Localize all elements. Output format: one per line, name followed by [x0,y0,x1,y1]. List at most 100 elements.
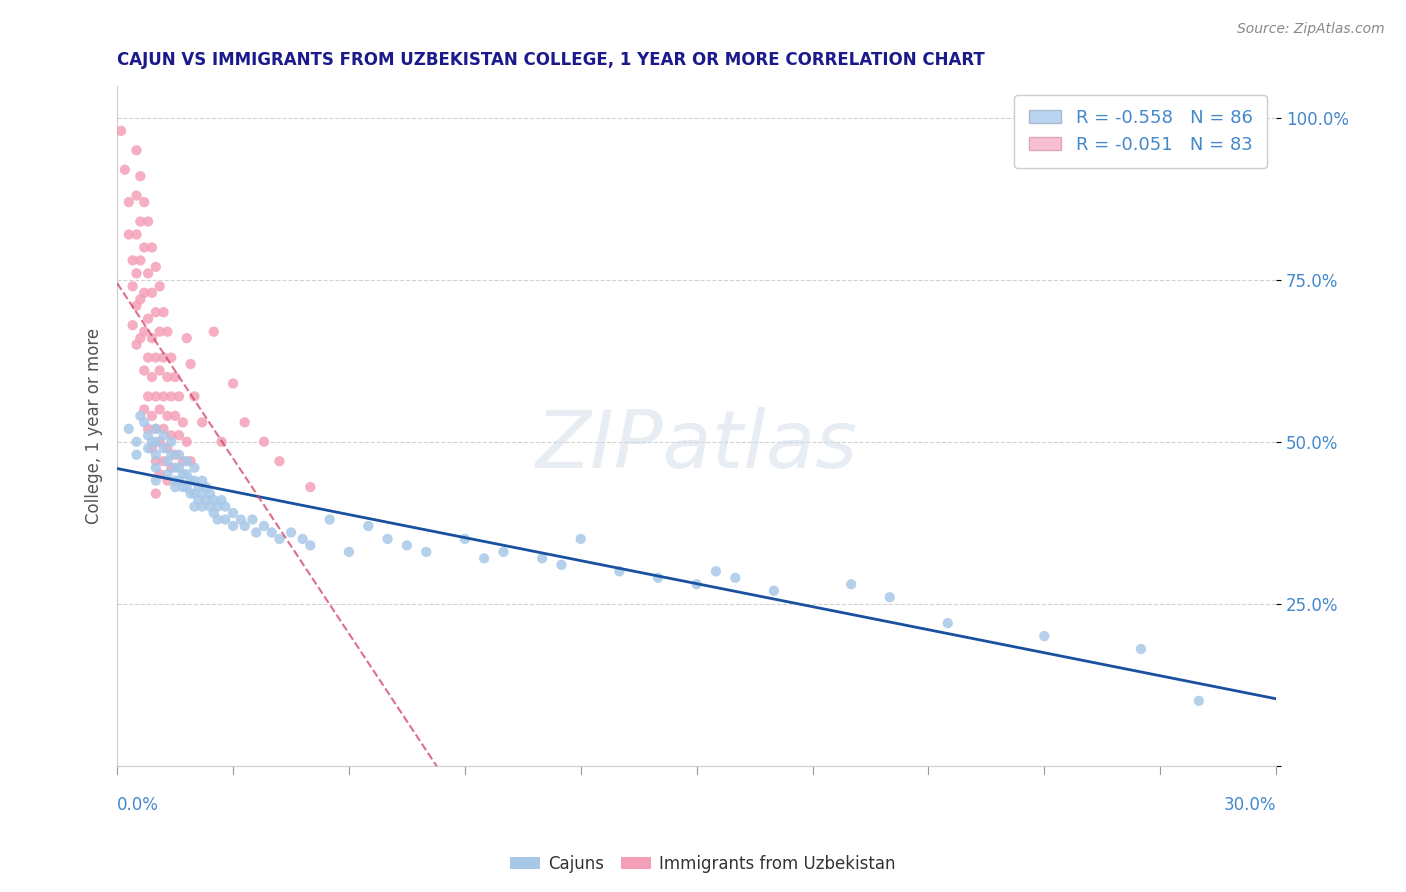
Point [141,434,163,449]
Point [145,448,167,462]
Point [165,460,187,475]
Point [136,311,159,326]
Point [167,428,190,442]
Point [195,480,218,494]
Point [121,279,143,293]
Point [183,500,205,514]
Point [160,351,183,365]
Point [222,376,245,391]
Point [492,545,515,559]
Point [172,467,194,482]
Point [165,448,187,462]
Point [176,331,198,345]
Point [125,337,148,351]
Point [214,512,236,526]
Point [152,422,174,436]
Legend: Cajuns, Immigrants from Uzbekistan: Cajuns, Immigrants from Uzbekistan [503,848,903,880]
Point [125,434,148,449]
Point [145,305,167,319]
Point [165,474,187,488]
Point [233,519,256,533]
Point [165,480,187,494]
Point [141,240,163,254]
Point [145,260,167,274]
Point [129,169,152,184]
Point [183,486,205,500]
Point [145,486,167,500]
Point [160,428,183,442]
Point [167,448,190,462]
Point [187,480,209,494]
Point [136,422,159,436]
Point [176,480,198,494]
Point [245,525,267,540]
Point [222,506,245,520]
Point [145,389,167,403]
Point [121,318,143,333]
Point [207,512,229,526]
Point [125,188,148,202]
Point [160,389,183,403]
Point [180,454,202,468]
Point [253,519,276,533]
Point [191,415,214,429]
Point [472,551,495,566]
Point [183,460,205,475]
Point [134,415,156,429]
Point [136,214,159,228]
Point [134,402,156,417]
Point [121,253,143,268]
Point [149,325,172,339]
Point [129,253,152,268]
Point [149,434,172,449]
Point [269,454,291,468]
Point [685,577,707,591]
Point [125,448,148,462]
Point [152,442,174,456]
Point [569,532,592,546]
Point [118,195,141,210]
Point [141,442,163,456]
Point [724,571,747,585]
Text: ZIPatlas: ZIPatlas [536,407,858,485]
Text: Source: ZipAtlas.com: Source: ZipAtlas.com [1237,22,1385,37]
Point [145,454,167,468]
Point [233,415,256,429]
Point [134,363,156,377]
Point [134,285,156,300]
Point [337,545,360,559]
Point [141,285,163,300]
Point [152,305,174,319]
Point [136,351,159,365]
Point [129,214,152,228]
Point [531,551,554,566]
Point [214,500,236,514]
Point [207,500,229,514]
Point [318,512,340,526]
Point [156,467,179,482]
Point [141,409,163,423]
Point [152,454,174,468]
Point [229,512,252,526]
Point [156,474,179,488]
Point [183,474,205,488]
Point [136,266,159,280]
Point [454,532,477,546]
Point [156,325,179,339]
Point [415,545,437,559]
Point [879,591,901,605]
Point [191,486,214,500]
Point [187,493,209,508]
Point [269,532,291,546]
Point [253,434,276,449]
Point [242,512,264,526]
Point [357,519,380,533]
Point [191,474,214,488]
Point [129,331,152,345]
Text: 30.0%: 30.0% [1223,797,1277,814]
Point [172,415,194,429]
Point [176,454,198,468]
Point [114,162,136,177]
Point [647,571,669,585]
Point [145,434,167,449]
